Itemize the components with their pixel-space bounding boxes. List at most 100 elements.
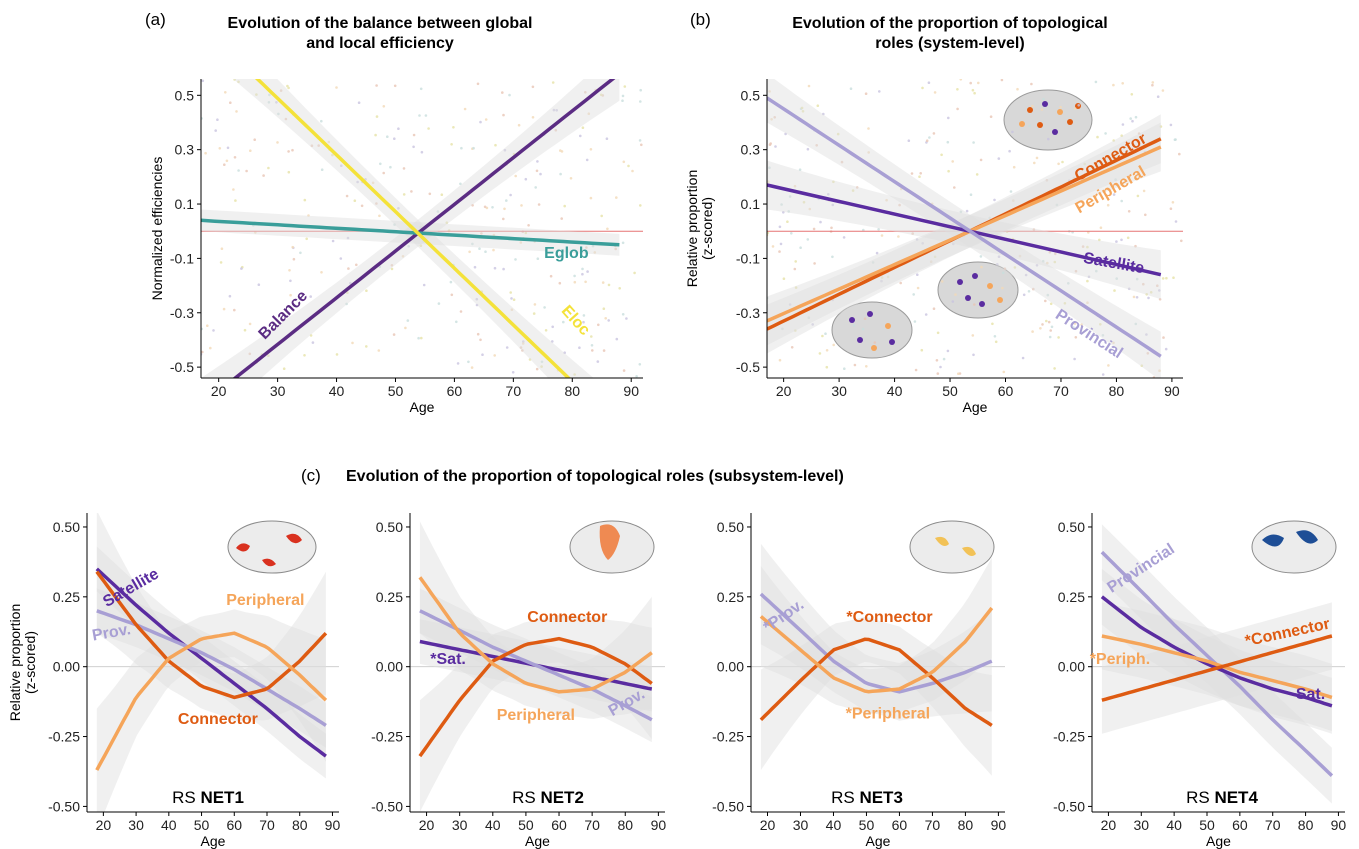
scatter-dot: [1073, 107, 1077, 110]
scatter-dot: [794, 286, 798, 289]
confidence-band-peripheral: [419, 521, 652, 719]
x-tick-label: 50: [1199, 817, 1215, 833]
scatter-dot: [1059, 105, 1062, 109]
scatter-dot: [771, 245, 775, 248]
scatter-dot: [639, 88, 642, 92]
scatter-dot: [519, 241, 523, 244]
confidence-band-peripheral: [96, 609, 326, 812]
scatter-dot: [224, 91, 227, 94]
scatter-dot: [255, 93, 258, 96]
scatter-dot: [790, 232, 793, 235]
scatter-dot: [510, 308, 514, 312]
scatter-dot: [951, 160, 954, 163]
scatter-dot: [407, 245, 411, 248]
y-tick-label: -0.25: [712, 729, 744, 745]
scatter-dot: [638, 139, 642, 142]
scatter-dot: [1142, 189, 1146, 193]
scatter-dot: [335, 353, 339, 356]
scatter-dot: [1012, 165, 1016, 169]
scatter-dot: [346, 291, 349, 295]
scatter-dot: [543, 306, 546, 309]
series-line-peripheral: [1101, 634, 1333, 700]
scatter-dot: [1164, 347, 1168, 351]
scatter-dot: [1032, 228, 1036, 231]
scatter-dot: [563, 351, 566, 355]
scatter-dot: [1135, 296, 1139, 299]
scatter-dot: [1044, 299, 1047, 303]
scatter-dot: [920, 348, 924, 352]
scatter-dot: [412, 133, 416, 137]
scatter-dot: [867, 127, 870, 130]
scatter-dot: [311, 341, 315, 344]
x-tick-label: 60: [551, 817, 567, 833]
scatter-dot: [1156, 95, 1160, 98]
scatter-dot: [1104, 132, 1107, 135]
scatter-dot: [627, 164, 630, 168]
scatter-dot: [532, 312, 536, 315]
scatter-dot: [851, 189, 855, 192]
scatter-dot: [555, 109, 558, 112]
scatter-dot: [1096, 135, 1099, 139]
x-tick-label: 30: [270, 383, 286, 399]
scatter-dot: [248, 322, 252, 326]
scatter-dot: [621, 313, 625, 316]
scatter-dot: [472, 146, 475, 150]
scatter-dot: [235, 110, 238, 113]
scatter-dot: [942, 357, 946, 361]
scatter-dot: [331, 153, 334, 157]
scatter-dot: [867, 151, 870, 154]
scatter-dot: [452, 126, 455, 129]
scatter-dot: [204, 151, 207, 155]
x-tick-label: 40: [485, 817, 501, 833]
scatter-dot: [925, 139, 929, 142]
scatter-dot: [1013, 266, 1017, 269]
scatter-dot: [811, 323, 814, 326]
scatter-dot: [551, 81, 555, 84]
scatter-dot: [419, 244, 423, 247]
scatter-dot: [1077, 104, 1080, 107]
scatter-dot: [351, 341, 354, 345]
scatter-dot: [257, 283, 261, 287]
scatter-dot: [793, 267, 797, 271]
series-label-connector: *Connector: [846, 609, 932, 626]
scatter-dot: [512, 298, 516, 302]
scatter-dot: [1174, 138, 1177, 141]
scatter-dot: [374, 133, 377, 137]
brain-icon-b-middle: [937, 261, 1019, 319]
scatter-dot: [267, 166, 270, 170]
x-axis-label: Age: [410, 399, 435, 415]
scatter-dot: [586, 270, 589, 273]
scatter-dot: [276, 141, 279, 144]
scatter-dot: [521, 349, 524, 352]
scatter-dot: [969, 193, 973, 196]
y-tick-label: 0.50: [53, 519, 80, 535]
scatter-dot: [957, 372, 960, 376]
x-tick-label: 90: [991, 817, 1007, 833]
scatter-dot: [971, 334, 975, 337]
scatter-dot: [621, 241, 625, 245]
series-label-satellite: *Sat.: [430, 651, 466, 668]
scatter-dot: [471, 204, 474, 207]
scatter-dot: [936, 331, 940, 335]
scatter-dot: [1156, 284, 1159, 288]
scatter-dot: [582, 314, 586, 317]
scatter-dot: [849, 87, 853, 90]
scatter-dot: [921, 86, 924, 90]
scatter-dot: [522, 340, 525, 343]
y-tick-label: 0.3: [175, 142, 195, 158]
chart-a: -0.5 -0.3 -0.1 0.1 0.3 0.5 20 30 40 50 60 70 80 90 Age…: [149, 15, 643, 415]
subsystem-label: RS NET3: [831, 788, 903, 807]
x-tick-label: 40: [161, 817, 177, 833]
scatter-dot: [618, 287, 621, 290]
scatter-dot: [514, 174, 517, 178]
plot-area-c2: [410, 521, 665, 812]
series-line-balance: [232, 79, 616, 378]
series-line-eglob: [201, 218, 620, 247]
scatter-dot: [1101, 373, 1105, 376]
scatter-dot: [1002, 370, 1006, 374]
scatter-dot: [1031, 104, 1034, 108]
scatter-dot: [1041, 259, 1045, 263]
scatter-dot: [585, 158, 589, 162]
scatter-dot: [635, 375, 638, 378]
x-tick-label: 40: [1166, 817, 1182, 833]
